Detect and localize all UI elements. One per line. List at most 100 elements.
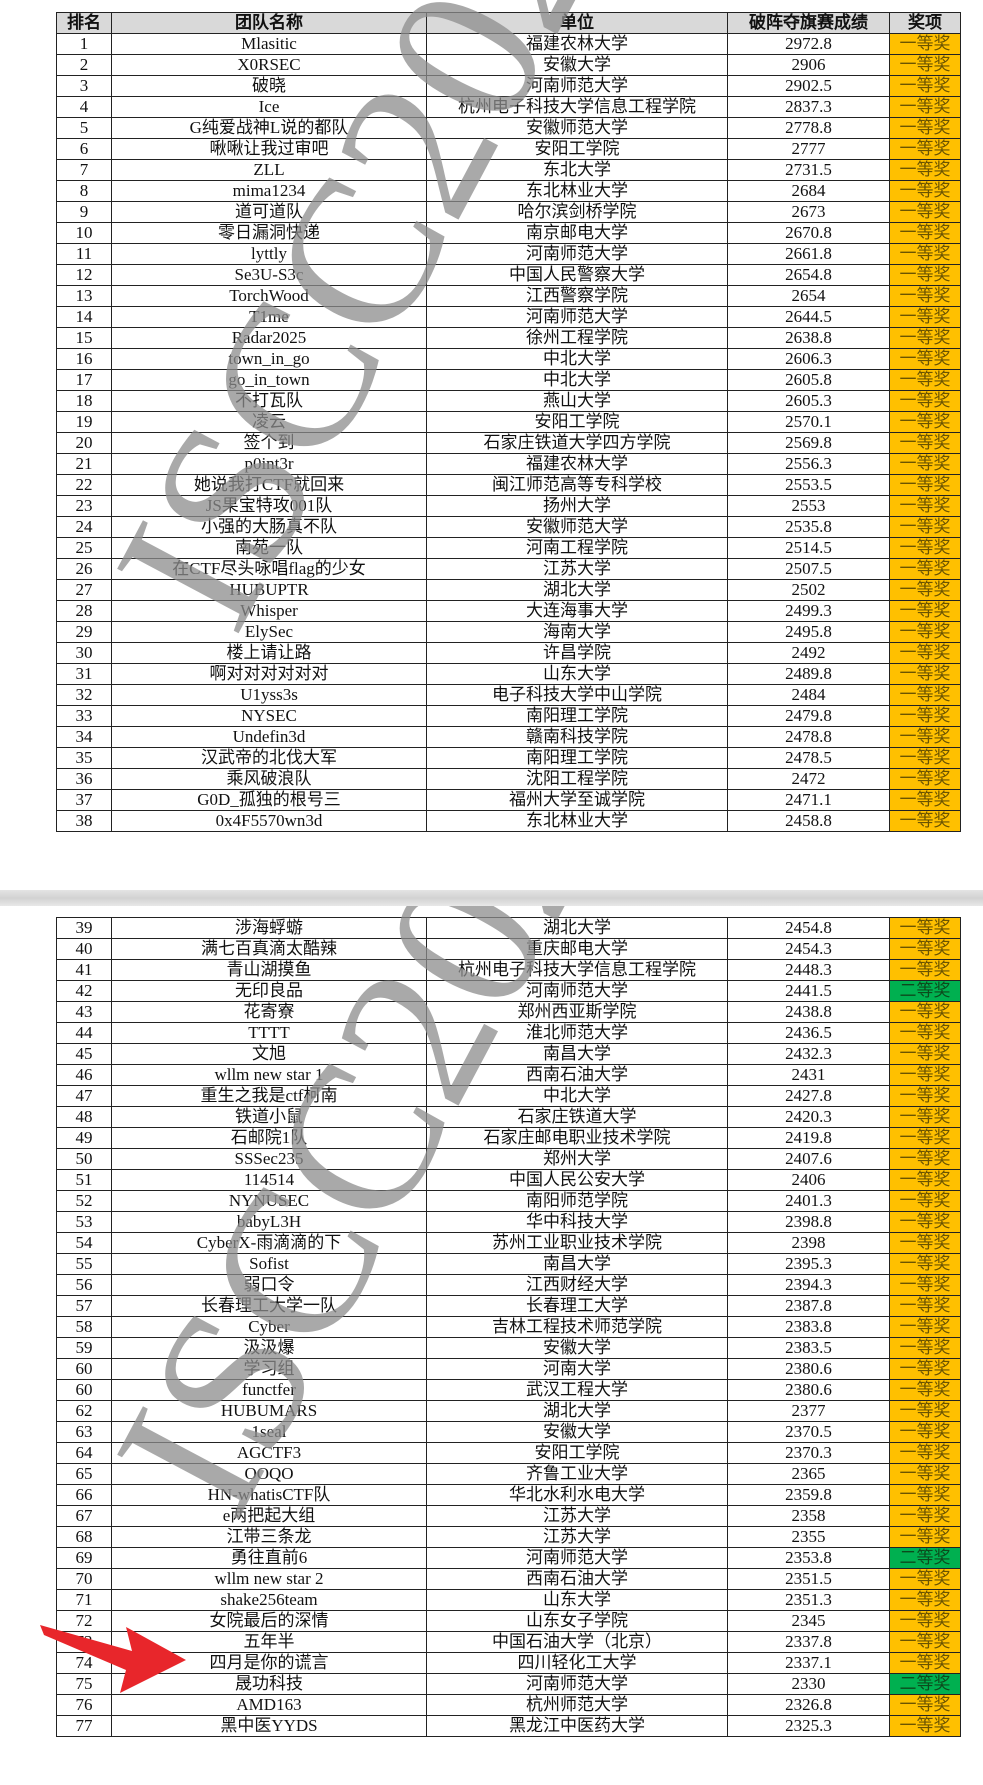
cell-award: 一等奖 — [889, 33, 961, 55]
cell-award: 一等奖 — [889, 1589, 961, 1611]
cell-team-name: AMD163 — [111, 1694, 427, 1716]
cell-rank: 26 — [56, 558, 112, 580]
cell-unit: 杭州电子科技大学信息工程学院 — [426, 959, 728, 981]
cell-rank: 8 — [56, 180, 112, 202]
cell-rank: 39 — [56, 917, 112, 939]
cell-rank: 14 — [56, 306, 112, 328]
cell-rank: 52 — [56, 1190, 112, 1212]
cell-award: 一等奖 — [889, 1106, 961, 1128]
cell-team-name: JS果宝特攻001队 — [111, 495, 427, 517]
table-row: 49 石邮院1队 石家庄邮电职业技术学院 2419.8 一等奖 — [56, 1127, 961, 1149]
cell-rank: 67 — [56, 1505, 112, 1527]
cell-award: 一等奖 — [889, 1148, 961, 1170]
cell-score: 2454.3 — [727, 938, 890, 960]
cell-award: 一等奖 — [889, 789, 961, 811]
cell-rank: 71 — [56, 1589, 112, 1611]
cell-score: 2398 — [727, 1232, 890, 1254]
table-row: 23 JS果宝特攻001队 扬州大学 2553 一等奖 — [56, 495, 961, 517]
cell-unit: 黑龙江中医药大学 — [426, 1715, 728, 1737]
cell-team-name: ElySec — [111, 621, 427, 643]
cell-team-name: 啊对对对对对对 — [111, 663, 427, 685]
cell-unit: 福建农林大学 — [426, 453, 728, 475]
cell-rank: 17 — [56, 369, 112, 391]
cell-score: 2325.3 — [727, 1715, 890, 1737]
cell-team-name: 重生之我是ctf柯南 — [111, 1085, 427, 1107]
cell-rank: 51 — [56, 1169, 112, 1191]
table-row: 7 ZLL 东北大学 2731.5 一等奖 — [56, 159, 961, 181]
cell-score: 2902.5 — [727, 75, 890, 97]
cell-unit: 安阳工学院 — [426, 1442, 728, 1464]
cell-award: 一等奖 — [889, 1274, 961, 1296]
cell-unit: 河南师范大学 — [426, 980, 728, 1002]
cell-unit: 湖北大学 — [426, 1400, 728, 1422]
cell-unit: 安徽师范大学 — [426, 516, 728, 538]
cell-unit: 闽江师范高等专科学校 — [426, 474, 728, 496]
table-row: 11 lyttly 河南师范大学 2661.8 一等奖 — [56, 243, 961, 265]
cell-unit: 扬州大学 — [426, 495, 728, 517]
cell-team-name: G0D_孤独的根号三 — [111, 789, 427, 811]
cell-rank: 18 — [56, 390, 112, 412]
cell-rank: 57 — [56, 1295, 112, 1317]
table-row: 41 青山湖摸鱼 杭州电子科技大学信息工程学院 2448.3 一等奖 — [56, 959, 961, 981]
cell-team-name: 不打瓦队 — [111, 390, 427, 412]
header-team: 团队名称 — [111, 12, 427, 34]
cell-score: 2638.8 — [727, 327, 890, 349]
cell-rank: 12 — [56, 264, 112, 286]
cell-unit: 江苏大学 — [426, 1526, 728, 1548]
cell-unit: 长春理工大学 — [426, 1295, 728, 1317]
cell-award: 一等奖 — [889, 453, 961, 475]
cell-score: 2654 — [727, 285, 890, 307]
cell-team-name: 道可道队 — [111, 201, 427, 223]
cell-rank: 37 — [56, 789, 112, 811]
cell-team-name: 啾啾让我过审吧 — [111, 138, 427, 160]
table-row: 22 她说我打CTF就回来 闽江师范高等专科学校 2553.5 一等奖 — [56, 474, 961, 496]
cell-award: 一等奖 — [889, 348, 961, 370]
cell-unit: 河南工程学院 — [426, 537, 728, 559]
table-row: 31 啊对对对对对对 山东大学 2489.8 一等奖 — [56, 663, 961, 685]
cell-team-name: 晟功科技 — [111, 1673, 427, 1695]
cell-award: 二等奖 — [889, 1547, 961, 1569]
cell-rank: 35 — [56, 747, 112, 769]
cell-award: 一等奖 — [889, 1001, 961, 1023]
cell-team-name: 小强的大肠真不队 — [111, 516, 427, 538]
cell-award: 一等奖 — [889, 1358, 961, 1380]
cell-award: 一等奖 — [889, 1421, 961, 1443]
cell-award: 一等奖 — [889, 1568, 961, 1590]
cell-score: 2370.5 — [727, 1421, 890, 1443]
cell-award: 一等奖 — [889, 243, 961, 265]
cell-team-name: p0int3r — [111, 453, 427, 475]
cell-team-name: NYNUSEC — [111, 1190, 427, 1212]
table-row: 14 T1me 河南师范大学 2644.5 一等奖 — [56, 306, 961, 328]
cell-unit: 江苏大学 — [426, 1505, 728, 1527]
cell-award: 一等奖 — [889, 1526, 961, 1548]
table-row: 40 满七百真滴太酷辣 重庆邮电大学 2454.3 一等奖 — [56, 938, 961, 960]
table-row: 50 SSSec235 郑州大学 2407.6 一等奖 — [56, 1148, 961, 1170]
cell-unit: 福州大学至诚学院 — [426, 789, 728, 811]
table-row: 15 Radar2025 徐州工程学院 2638.8 一等奖 — [56, 327, 961, 349]
cell-rank: 44 — [56, 1022, 112, 1044]
cell-award: 一等奖 — [889, 768, 961, 790]
cell-rank: 32 — [56, 684, 112, 706]
cell-rank: 53 — [56, 1211, 112, 1233]
cell-team-name: mima1234 — [111, 180, 427, 202]
cell-rank: 75 — [56, 1673, 112, 1695]
cell-award: 一等奖 — [889, 810, 961, 832]
cell-team-name: 女院最后的深情 — [111, 1610, 427, 1632]
cell-team-name: NYSEC — [111, 705, 427, 727]
cell-score: 2370.3 — [727, 1442, 890, 1464]
cell-team-name: Undefin3d — [111, 726, 427, 748]
table-row: 24 小强的大肠真不队 安徽师范大学 2535.8 一等奖 — [56, 516, 961, 538]
cell-team-name: Ice — [111, 96, 427, 118]
cell-team-name: 弱口令 — [111, 1274, 427, 1296]
table-row: 35 汉武帝的北伐大军 南阳理工学院 2478.5 一等奖 — [56, 747, 961, 769]
cell-unit: 山东大学 — [426, 663, 728, 685]
cell-rank: 72 — [56, 1610, 112, 1632]
cell-rank: 3 — [56, 75, 112, 97]
cell-rank: 13 — [56, 285, 112, 307]
cell-score: 2479.8 — [727, 705, 890, 727]
cell-unit: 河南大学 — [426, 1358, 728, 1380]
cell-award: 一等奖 — [889, 663, 961, 685]
cell-rank: 62 — [56, 1400, 112, 1422]
cell-rank: 45 — [56, 1043, 112, 1065]
cell-award: 一等奖 — [889, 1631, 961, 1653]
